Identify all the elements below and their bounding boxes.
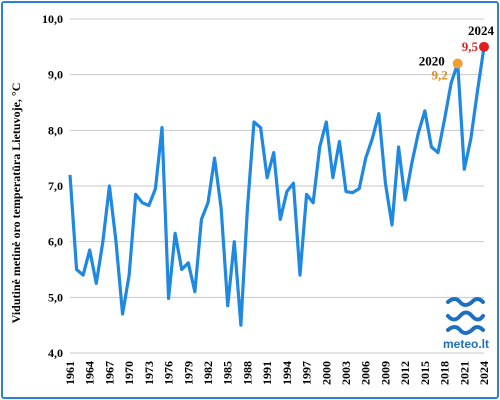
x-tick-label: 1979: [181, 361, 195, 385]
y-tick-label: 8,0: [48, 123, 63, 137]
y-axis-label: Vidutinė metinė oro temperatūra Lietuvoj…: [9, 83, 23, 324]
x-tick-label: 1997: [300, 361, 314, 385]
y-tick-label: 10,0: [42, 12, 63, 26]
annotation-value-2024: 9,5: [462, 39, 479, 54]
x-tick-label: 1982: [201, 361, 215, 385]
x-tick-label: 2009: [378, 361, 392, 385]
x-tick-label: 2012: [398, 361, 412, 385]
annotation-marker-2020: [452, 58, 463, 69]
x-tick-label: 1967: [102, 361, 116, 385]
y-tick-label: 5,0: [48, 290, 63, 304]
wave-icon: [446, 297, 485, 335]
temperature-series-line: [68, 46, 486, 327]
y-tick-label: 9,0: [48, 68, 63, 82]
x-tick-label: 2018: [438, 361, 452, 385]
x-tick-label: 2000: [319, 361, 333, 385]
x-tick-label: 1964: [83, 361, 97, 385]
x-axis-ticks: 1961 1964 1967 1970 1973 1976 1979 1982 1985 1988…: [63, 361, 491, 385]
x-tick-label: 1994: [280, 361, 294, 385]
x-tick-label: 2006: [359, 361, 373, 385]
y-axis-ticks: 4,0 5,0 6,0 7,0 8,0 9,0 10,0: [42, 12, 63, 360]
y-tick-label: 7,0: [48, 179, 63, 193]
logo-text: meteo.lt: [443, 337, 489, 351]
y-tick-label: 6,0: [48, 235, 63, 249]
y-tick-label: 4,0: [48, 346, 63, 360]
x-tick-label: 1991: [260, 361, 274, 385]
x-tick-label: 2003: [339, 361, 353, 385]
x-tick-label: 1961: [63, 361, 77, 385]
meteo-logo: meteo.lt: [443, 297, 489, 351]
x-tick-label: 2015: [418, 361, 432, 385]
x-tick-label: 1973: [142, 361, 156, 385]
x-tick-label: 1988: [240, 361, 254, 385]
x-tick-label: 2024: [477, 361, 491, 385]
x-tick-label: 1970: [122, 361, 136, 385]
grid-lines: [70, 18, 484, 354]
annotation-year-2020: 2020: [419, 54, 445, 69]
x-tick-label: 1985: [221, 361, 235, 385]
x-tick-label: 1976: [162, 361, 176, 385]
annotation-marker-2024: [479, 41, 489, 52]
annotation-value-2020: 9,2: [431, 68, 447, 83]
annotation-year-2024: 2024: [468, 23, 495, 38]
x-tick-label: 2021: [457, 361, 471, 385]
